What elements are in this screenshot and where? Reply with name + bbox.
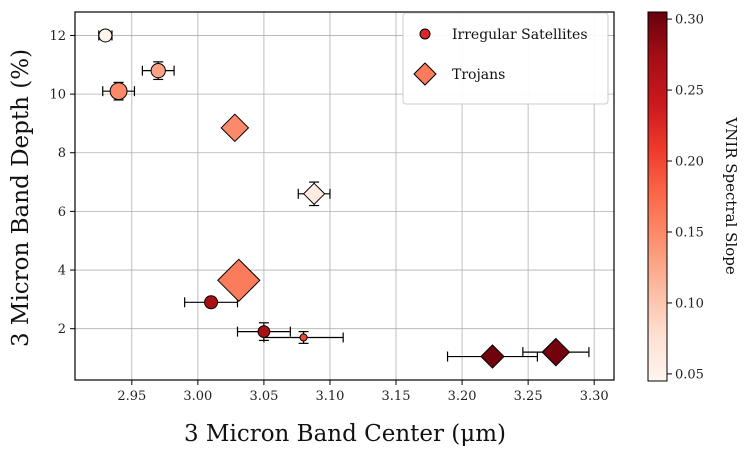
legend-label-trojans: Trojans (452, 67, 505, 83)
data-point-trojan (480, 344, 505, 369)
colorbar: 0.05 0.10 0.15 0.20 0.25 0.30 VNIR Spectral S… (647, 11, 740, 382)
data-point-trojan (217, 258, 261, 303)
y-tick-label: 10 (49, 88, 66, 103)
x-tick-label: 3.30 (580, 389, 609, 404)
y-axis-title: 3 Micron Band Depth (%) (8, 49, 34, 347)
legend-marker-irregular-satellites (419, 28, 431, 40)
y-tick-label: 8 (58, 146, 66, 161)
y-tick-label: 12 (49, 29, 66, 44)
y-tick-label: 2 (58, 322, 66, 337)
x-tick-label: 3.20 (448, 389, 477, 404)
data-point-irregular-satellite (204, 295, 219, 310)
colorbar-tick-label: 0.15 (675, 225, 704, 240)
y-tick-label: 4 (58, 264, 66, 279)
colorbar-tick-label: 0.30 (675, 13, 704, 28)
colorbar-tick-label: 0.25 (675, 84, 704, 99)
legend-box (402, 12, 609, 105)
data-point-irregular-satellite (109, 82, 128, 101)
legend: Irregular Satellites Trojans (402, 12, 609, 105)
colorbar-tick-label: 0.20 (675, 155, 704, 170)
data-point-trojan (541, 337, 571, 367)
data-point-irregular-satellite (150, 62, 166, 79)
data-point-irregular-satellite (98, 28, 113, 43)
data-points (98, 28, 571, 369)
x-tick-label: 3.10 (315, 389, 344, 404)
colorbar-tick-label: 0.10 (675, 296, 704, 311)
plot-frame (74, 11, 615, 381)
legend-label-irregular-satellites: Irregular Satellites (452, 27, 588, 43)
y-tick-label: 6 (58, 205, 66, 220)
data-point-irregular-satellite (299, 333, 308, 342)
x-tick-label: 3.00 (183, 389, 212, 404)
y-axis-ticks: 2 4 6 8 10 12 (49, 29, 75, 337)
colorbar-gradient (647, 11, 668, 382)
data-point-trojan (302, 182, 326, 206)
colorbar-title: VNIR Spectral Slope (722, 116, 740, 275)
x-axis-ticks: 2.95 3.00 3.05 3.10 3.15 3.20 3.25 3.30 (117, 380, 609, 404)
x-axis-title: 3 Micron Band Center (μm) (184, 421, 506, 447)
x-tick-label: 3.05 (249, 389, 278, 404)
colorbar-tick-label: 0.05 (675, 367, 704, 382)
x-tick-label: 3.25 (514, 389, 543, 404)
x-tick-label: 2.95 (117, 389, 146, 404)
data-point-irregular-satellite (257, 325, 271, 338)
x-tick-label: 3.15 (382, 389, 411, 404)
legend-marker-trojans (413, 62, 437, 86)
data-point-trojan (220, 113, 250, 143)
colorbar-ticks: 0.05 0.10 0.15 0.20 0.25 0.30 (667, 13, 704, 382)
